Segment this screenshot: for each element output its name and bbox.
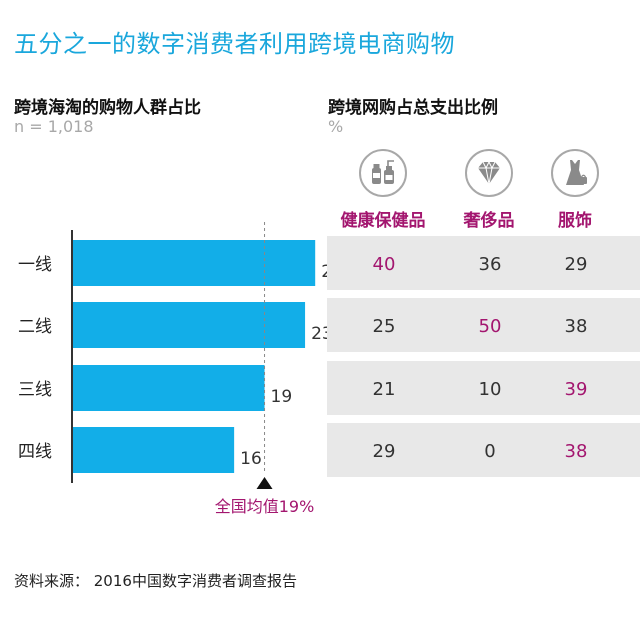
bar-4 xyxy=(72,427,235,473)
dress-icon xyxy=(550,148,600,198)
table-cell-r4-c2: 0 xyxy=(484,441,495,462)
sample-size: n = 1,018 xyxy=(14,117,94,136)
category-label-health: 健康保健品 xyxy=(340,211,426,231)
bar-1 xyxy=(72,240,316,286)
health-products-icon xyxy=(358,148,408,198)
category-label-4: 四线 xyxy=(18,442,52,462)
category-label-1: 一线 xyxy=(18,255,52,275)
table-cell-r2-c3: 38 xyxy=(565,316,588,337)
table-cell-r4-c1: 29 xyxy=(373,441,396,462)
bar-3 xyxy=(72,365,265,411)
unit-label: % xyxy=(328,117,344,136)
table-row-background-1 xyxy=(327,236,640,290)
diamond-icon xyxy=(464,148,514,198)
left-chart-title: 跨境海淘的购物人群占比 xyxy=(14,98,201,118)
category-label-3: 三线 xyxy=(18,380,52,400)
average-label: 全国均值19% xyxy=(215,497,315,516)
category-label-2: 二线 xyxy=(18,317,52,337)
table-row-background-3 xyxy=(327,361,640,415)
source-note: 资料来源： 2016中国数字消费者调查报告 xyxy=(14,572,297,590)
category-label-luxury: 奢侈品 xyxy=(463,211,515,231)
table-cell-r3-c1: 21 xyxy=(373,379,396,400)
bar-value-label-4: 16 xyxy=(240,449,262,469)
table-cell-r3-c2: 10 xyxy=(479,379,502,400)
bar-2 xyxy=(72,302,306,348)
category-label-apparel: 服饰 xyxy=(558,211,592,231)
table-cell-r1-c1: 40 xyxy=(373,254,396,275)
table-cell-r1-c2: 36 xyxy=(479,254,502,275)
table-cell-r1-c3: 29 xyxy=(565,254,588,275)
table-cell-r3-c3: 39 xyxy=(565,379,588,400)
table-row-background-4 xyxy=(327,423,640,477)
table-cell-r2-c2: 50 xyxy=(479,316,502,337)
table-row-background-2 xyxy=(327,298,640,352)
right-table-title: 跨境网购占总支出比例 xyxy=(328,98,498,118)
table-cell-r2-c1: 25 xyxy=(373,316,396,337)
table-cell-r4-c3: 38 xyxy=(565,441,588,462)
page-title: 五分之一的数字消费者利用跨境电商购物 xyxy=(14,30,455,58)
average-marker-triangle xyxy=(256,477,273,489)
bar-value-label-3: 19 xyxy=(271,387,293,407)
